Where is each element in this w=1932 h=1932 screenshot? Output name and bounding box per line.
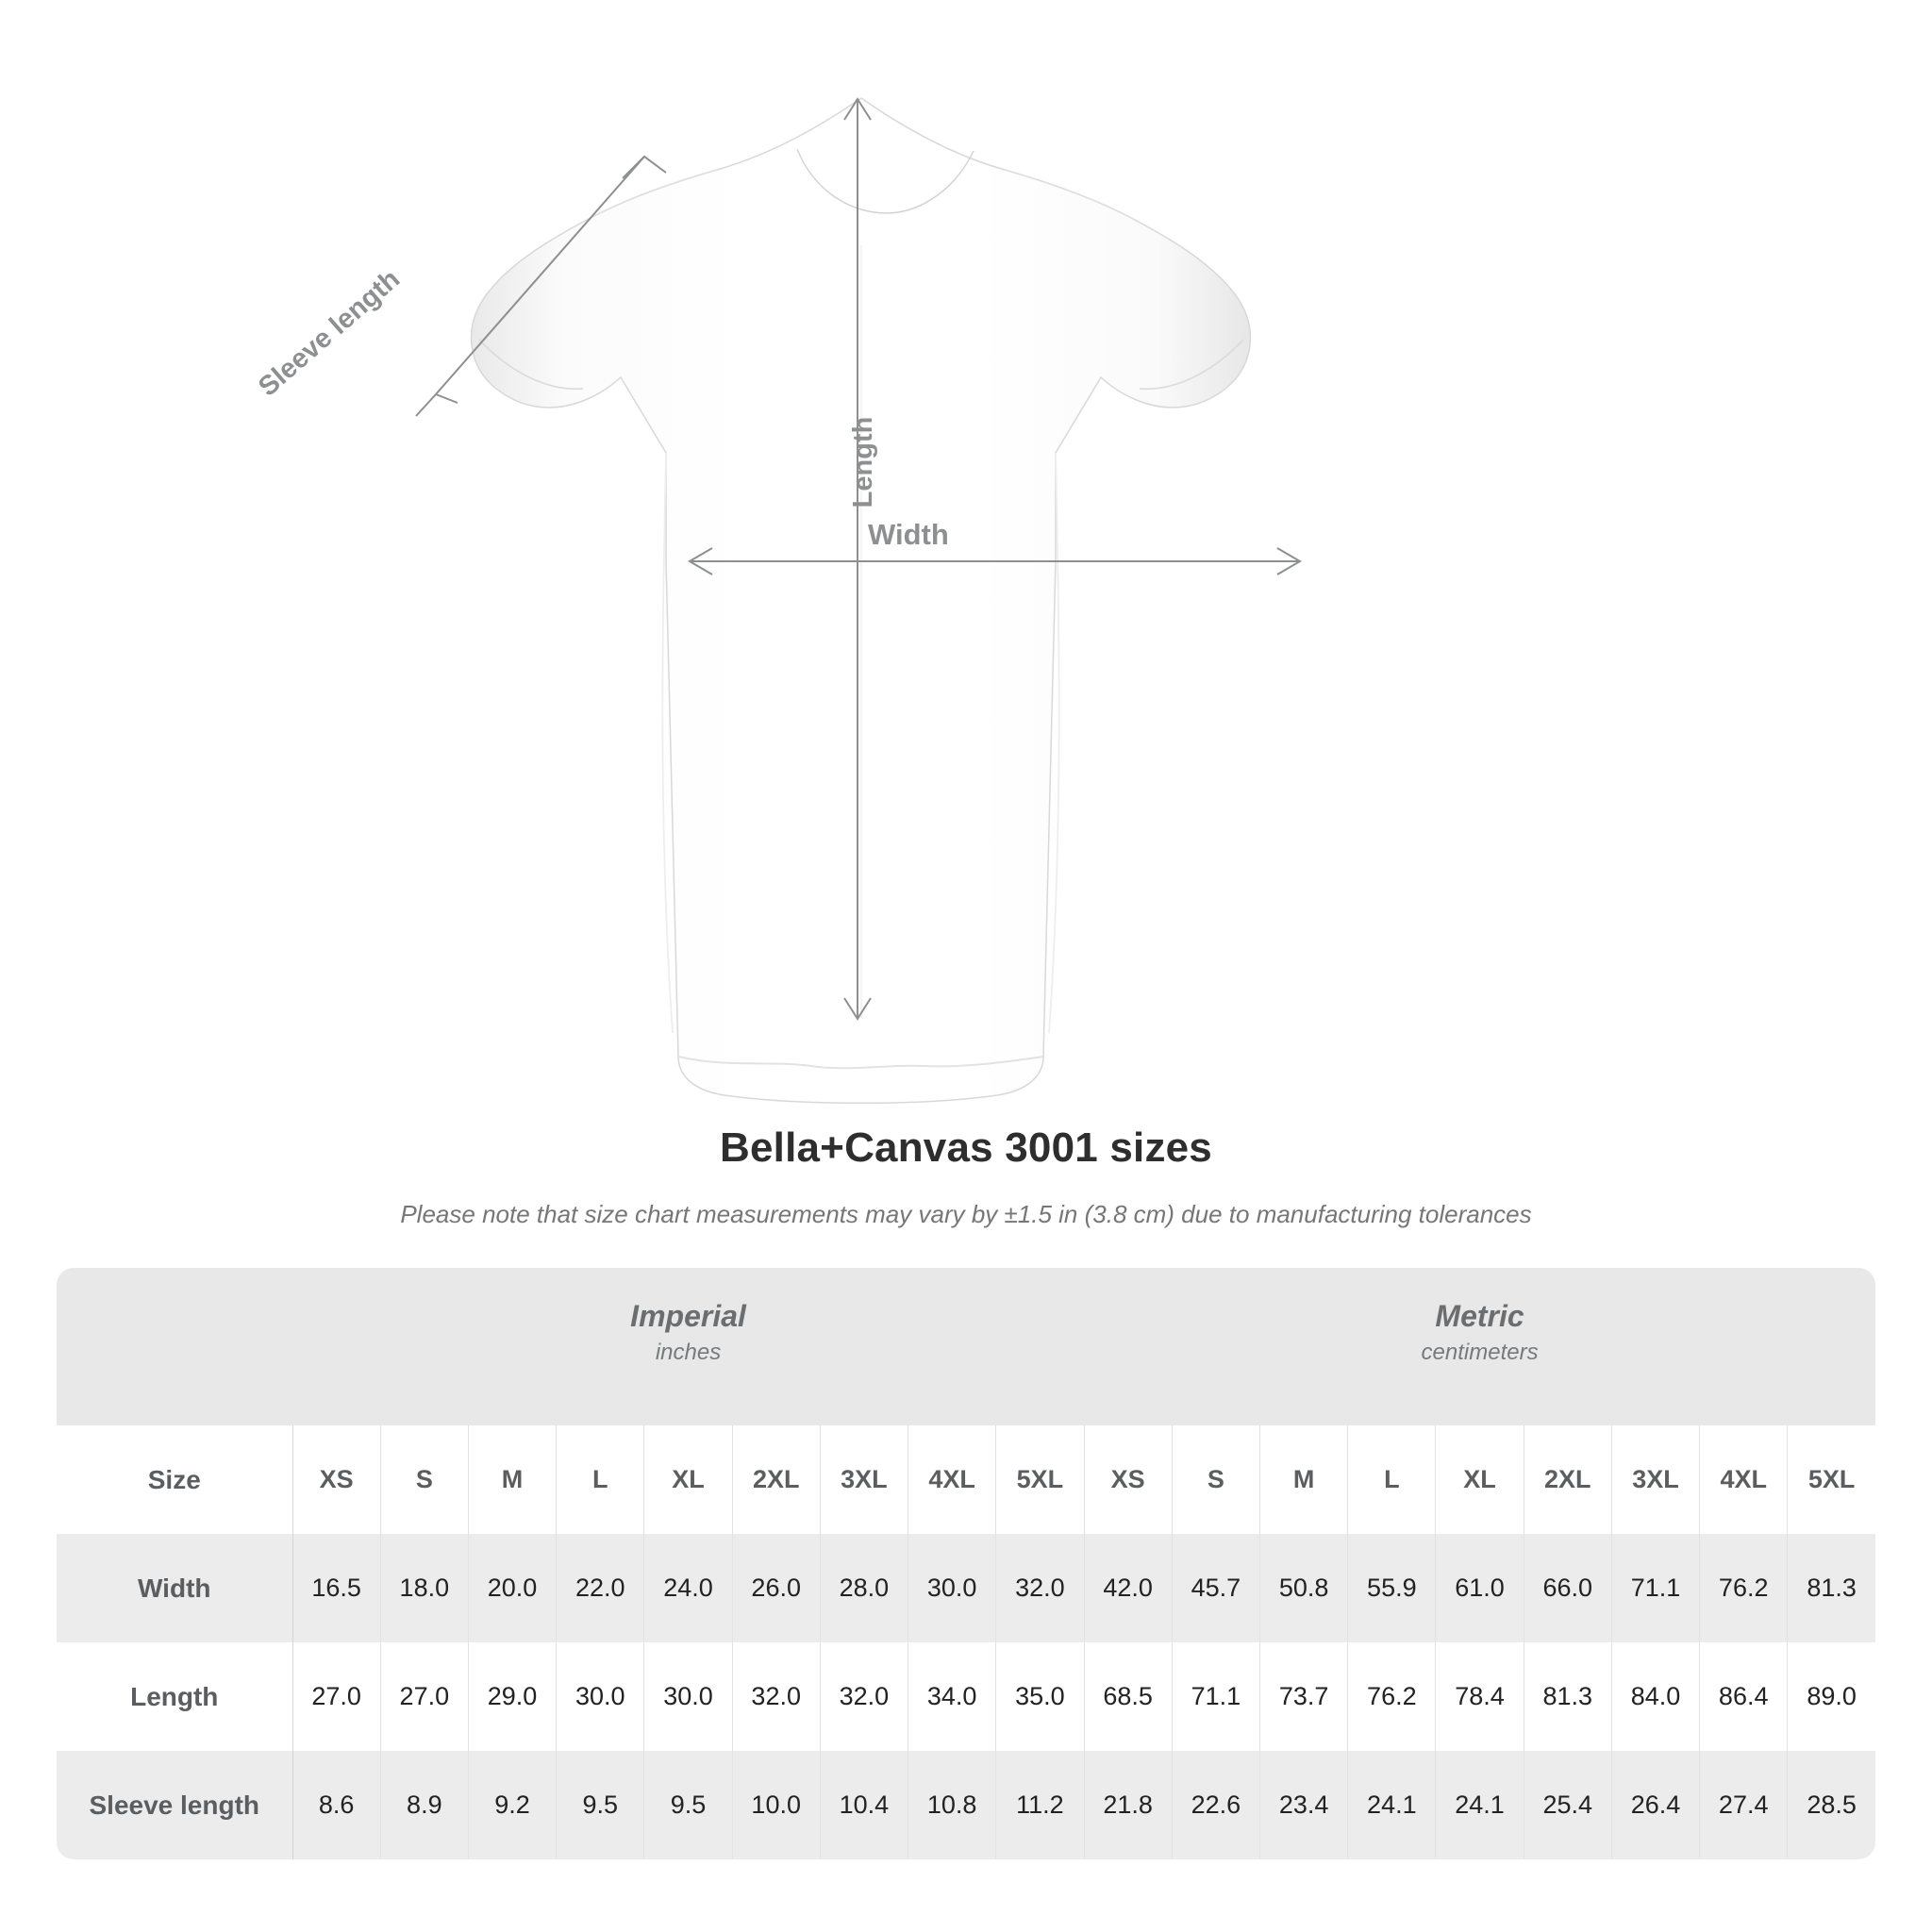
- svg-text:Sleeve length: Sleeve length: [253, 264, 406, 403]
- svg-text:Width: Width: [868, 518, 949, 551]
- svg-text:Length: Length: [848, 417, 878, 508]
